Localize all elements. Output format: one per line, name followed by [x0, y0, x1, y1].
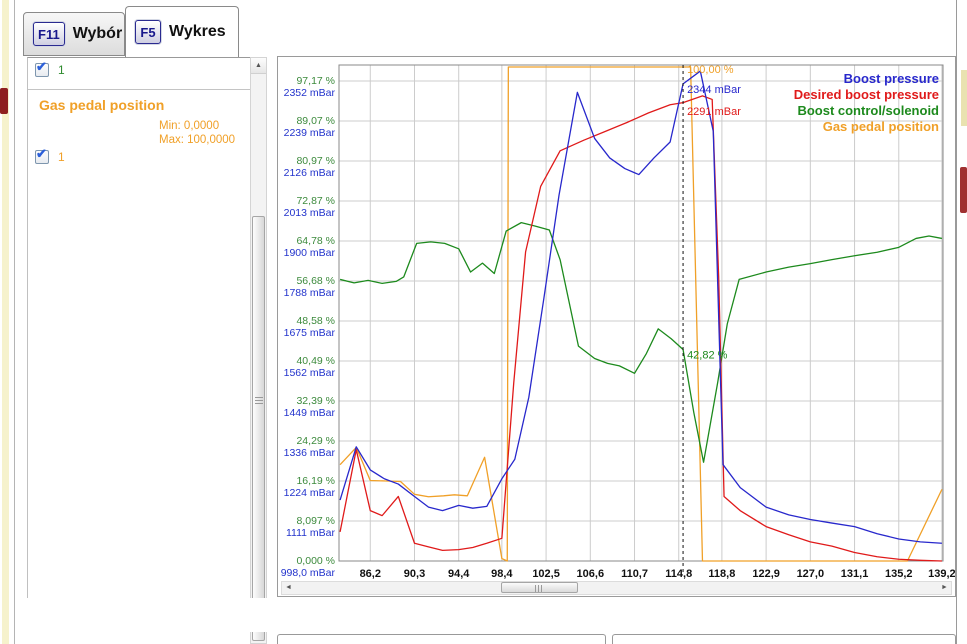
right-arrow-icon: ►: [941, 584, 948, 591]
chart-panel: 97,17 % 2352 mBar 89,07 % 2239 mBar 80,97 % 2…: [277, 56, 956, 597]
chart-horizontal-scrollbar[interactable]: ◄ ►: [281, 581, 952, 595]
parameter-sidebar: ✔ 1 Gas pedal position Min: 0,0000 Max: …: [27, 57, 250, 632]
svg-text:106,6: 106,6: [577, 568, 605, 580]
svg-text:1562 mBar: 1562 mBar: [284, 367, 336, 379]
svg-text:64,78 %: 64,78 %: [296, 235, 335, 247]
f5-key-button[interactable]: F5: [135, 20, 161, 44]
horizontal-scrollbar-thumb[interactable]: [500, 582, 578, 593]
channel-2-label: 1: [58, 150, 65, 164]
scroll-up-button[interactable]: ▲: [251, 58, 266, 74]
svg-text:131,1: 131,1: [841, 568, 869, 580]
scroll-left-button[interactable]: ◄: [282, 582, 295, 594]
channel-row-1: ✔ 1: [35, 59, 65, 77]
svg-text:2344 mBar: 2344 mBar: [687, 84, 741, 96]
svg-text:114,8: 114,8: [665, 568, 692, 580]
channel-2-checkbox[interactable]: ✔: [35, 146, 49, 164]
svg-text:32,39 %: 32,39 %: [296, 395, 335, 407]
channel-row-2: ✔ 1: [35, 146, 65, 164]
svg-text:135,2: 135,2: [885, 568, 913, 580]
svg-text:8,097 %: 8,097 %: [296, 515, 335, 527]
bottom-panel-left: [277, 634, 606, 644]
sidebar-separator: [28, 89, 250, 90]
sidebar-vertical-scrollbar[interactable]: ▲: [250, 57, 267, 644]
svg-text:72,87 %: 72,87 %: [296, 195, 335, 207]
svg-text:90,3: 90,3: [404, 568, 425, 580]
horizontal-scrollbar-track[interactable]: [295, 582, 938, 594]
scrollbar-grip: [535, 585, 544, 592]
background-right-strip: [961, 70, 967, 126]
background-right-red-mark: [960, 167, 967, 213]
svg-text:102,5: 102,5: [532, 568, 560, 580]
tab-wykres-label: Wykres: [169, 23, 226, 40]
svg-text:40,49 %: 40,49 %: [296, 355, 335, 367]
background-left-red-mark: [0, 88, 8, 114]
svg-text:2291 mBar: 2291 mBar: [687, 106, 741, 118]
svg-text:127,0: 127,0: [797, 568, 825, 580]
scrollbar-grip: [255, 397, 263, 405]
checkmark-icon: ✔: [36, 146, 47, 161]
svg-text:1336 mBar: 1336 mBar: [284, 447, 336, 459]
f11-key-button[interactable]: F11: [33, 22, 65, 46]
svg-text:2013 mBar: 2013 mBar: [284, 207, 336, 219]
bottom-panel-right: [612, 634, 956, 644]
background-left-strip: [2, 0, 9, 644]
scroll-right-button[interactable]: ►: [938, 582, 951, 594]
svg-text:2126 mBar: 2126 mBar: [284, 167, 336, 179]
chart-toolbar: Wykresy G 1 ▼ Przesuw R 895/min ▼ Skala …: [15, 598, 956, 632]
svg-text:Desired boost pressure: Desired boost pressure: [794, 87, 939, 102]
parameter-min-value: Min: 0,0000: [159, 120, 220, 132]
parameter-max-value: Max: 100,0000: [159, 134, 236, 146]
svg-text:1675 mBar: 1675 mBar: [284, 327, 336, 339]
svg-text:86,2: 86,2: [360, 568, 381, 580]
left-arrow-icon: ◄: [285, 584, 292, 591]
svg-text:56,68 %: 56,68 %: [296, 275, 335, 287]
svg-text:94,4: 94,4: [448, 568, 470, 580]
svg-text:1788 mBar: 1788 mBar: [284, 287, 336, 299]
checkmark-icon: ✔: [36, 59, 47, 74]
up-arrow-icon: ▲: [255, 62, 262, 69]
svg-text:1111 mBar: 1111 mBar: [286, 527, 336, 539]
svg-text:1900 mBar: 1900 mBar: [284, 247, 336, 259]
tab-wykres[interactable]: F5 Wykres: [125, 6, 239, 57]
svg-text:48,58 %: 48,58 %: [296, 315, 335, 327]
main-window: F11 Wybór F5 Wykres ✔ 1 Gas pedal positi…: [14, 0, 957, 644]
svg-text:1449 mBar: 1449 mBar: [284, 407, 336, 419]
svg-text:122,9: 122,9: [752, 568, 780, 580]
channel-1-checkbox[interactable]: ✔: [35, 59, 49, 77]
svg-text:110,7: 110,7: [621, 568, 648, 580]
svg-text:16,19 %: 16,19 %: [296, 475, 335, 487]
svg-text:Boost pressure: Boost pressure: [844, 71, 939, 86]
svg-text:998,0 mBar: 998,0 mBar: [281, 567, 336, 579]
svg-text:100,00 %: 100,00 %: [687, 64, 734, 76]
svg-text:0,000 %: 0,000 %: [296, 555, 335, 567]
vertical-scrollbar-thumb[interactable]: [252, 216, 265, 641]
tab-wybor-label: Wybór: [72, 25, 123, 42]
svg-text:139,2: 139,2: [928, 568, 955, 580]
svg-text:97,17 %: 97,17 %: [296, 75, 335, 87]
svg-text:24,29 %: 24,29 %: [296, 435, 335, 447]
svg-text:2352 mBar: 2352 mBar: [284, 87, 336, 99]
svg-text:89,07 %: 89,07 %: [296, 115, 335, 127]
svg-text:Gas pedal position: Gas pedal position: [823, 119, 939, 134]
svg-text:2239 mBar: 2239 mBar: [284, 127, 336, 139]
svg-text:42,82 %: 42,82 %: [687, 349, 728, 361]
svg-text:98,4: 98,4: [491, 568, 513, 580]
svg-text:Boost control/solenoid: Boost control/solenoid: [797, 103, 939, 118]
parameter-group-title: Gas pedal position: [39, 97, 165, 113]
svg-text:1224 mBar: 1224 mBar: [284, 487, 336, 499]
svg-text:118,8: 118,8: [708, 568, 735, 580]
channel-1-label: 1: [58, 63, 65, 77]
tab-wybor[interactable]: F11 Wybór: [23, 12, 125, 56]
svg-text:80,97 %: 80,97 %: [296, 155, 335, 167]
